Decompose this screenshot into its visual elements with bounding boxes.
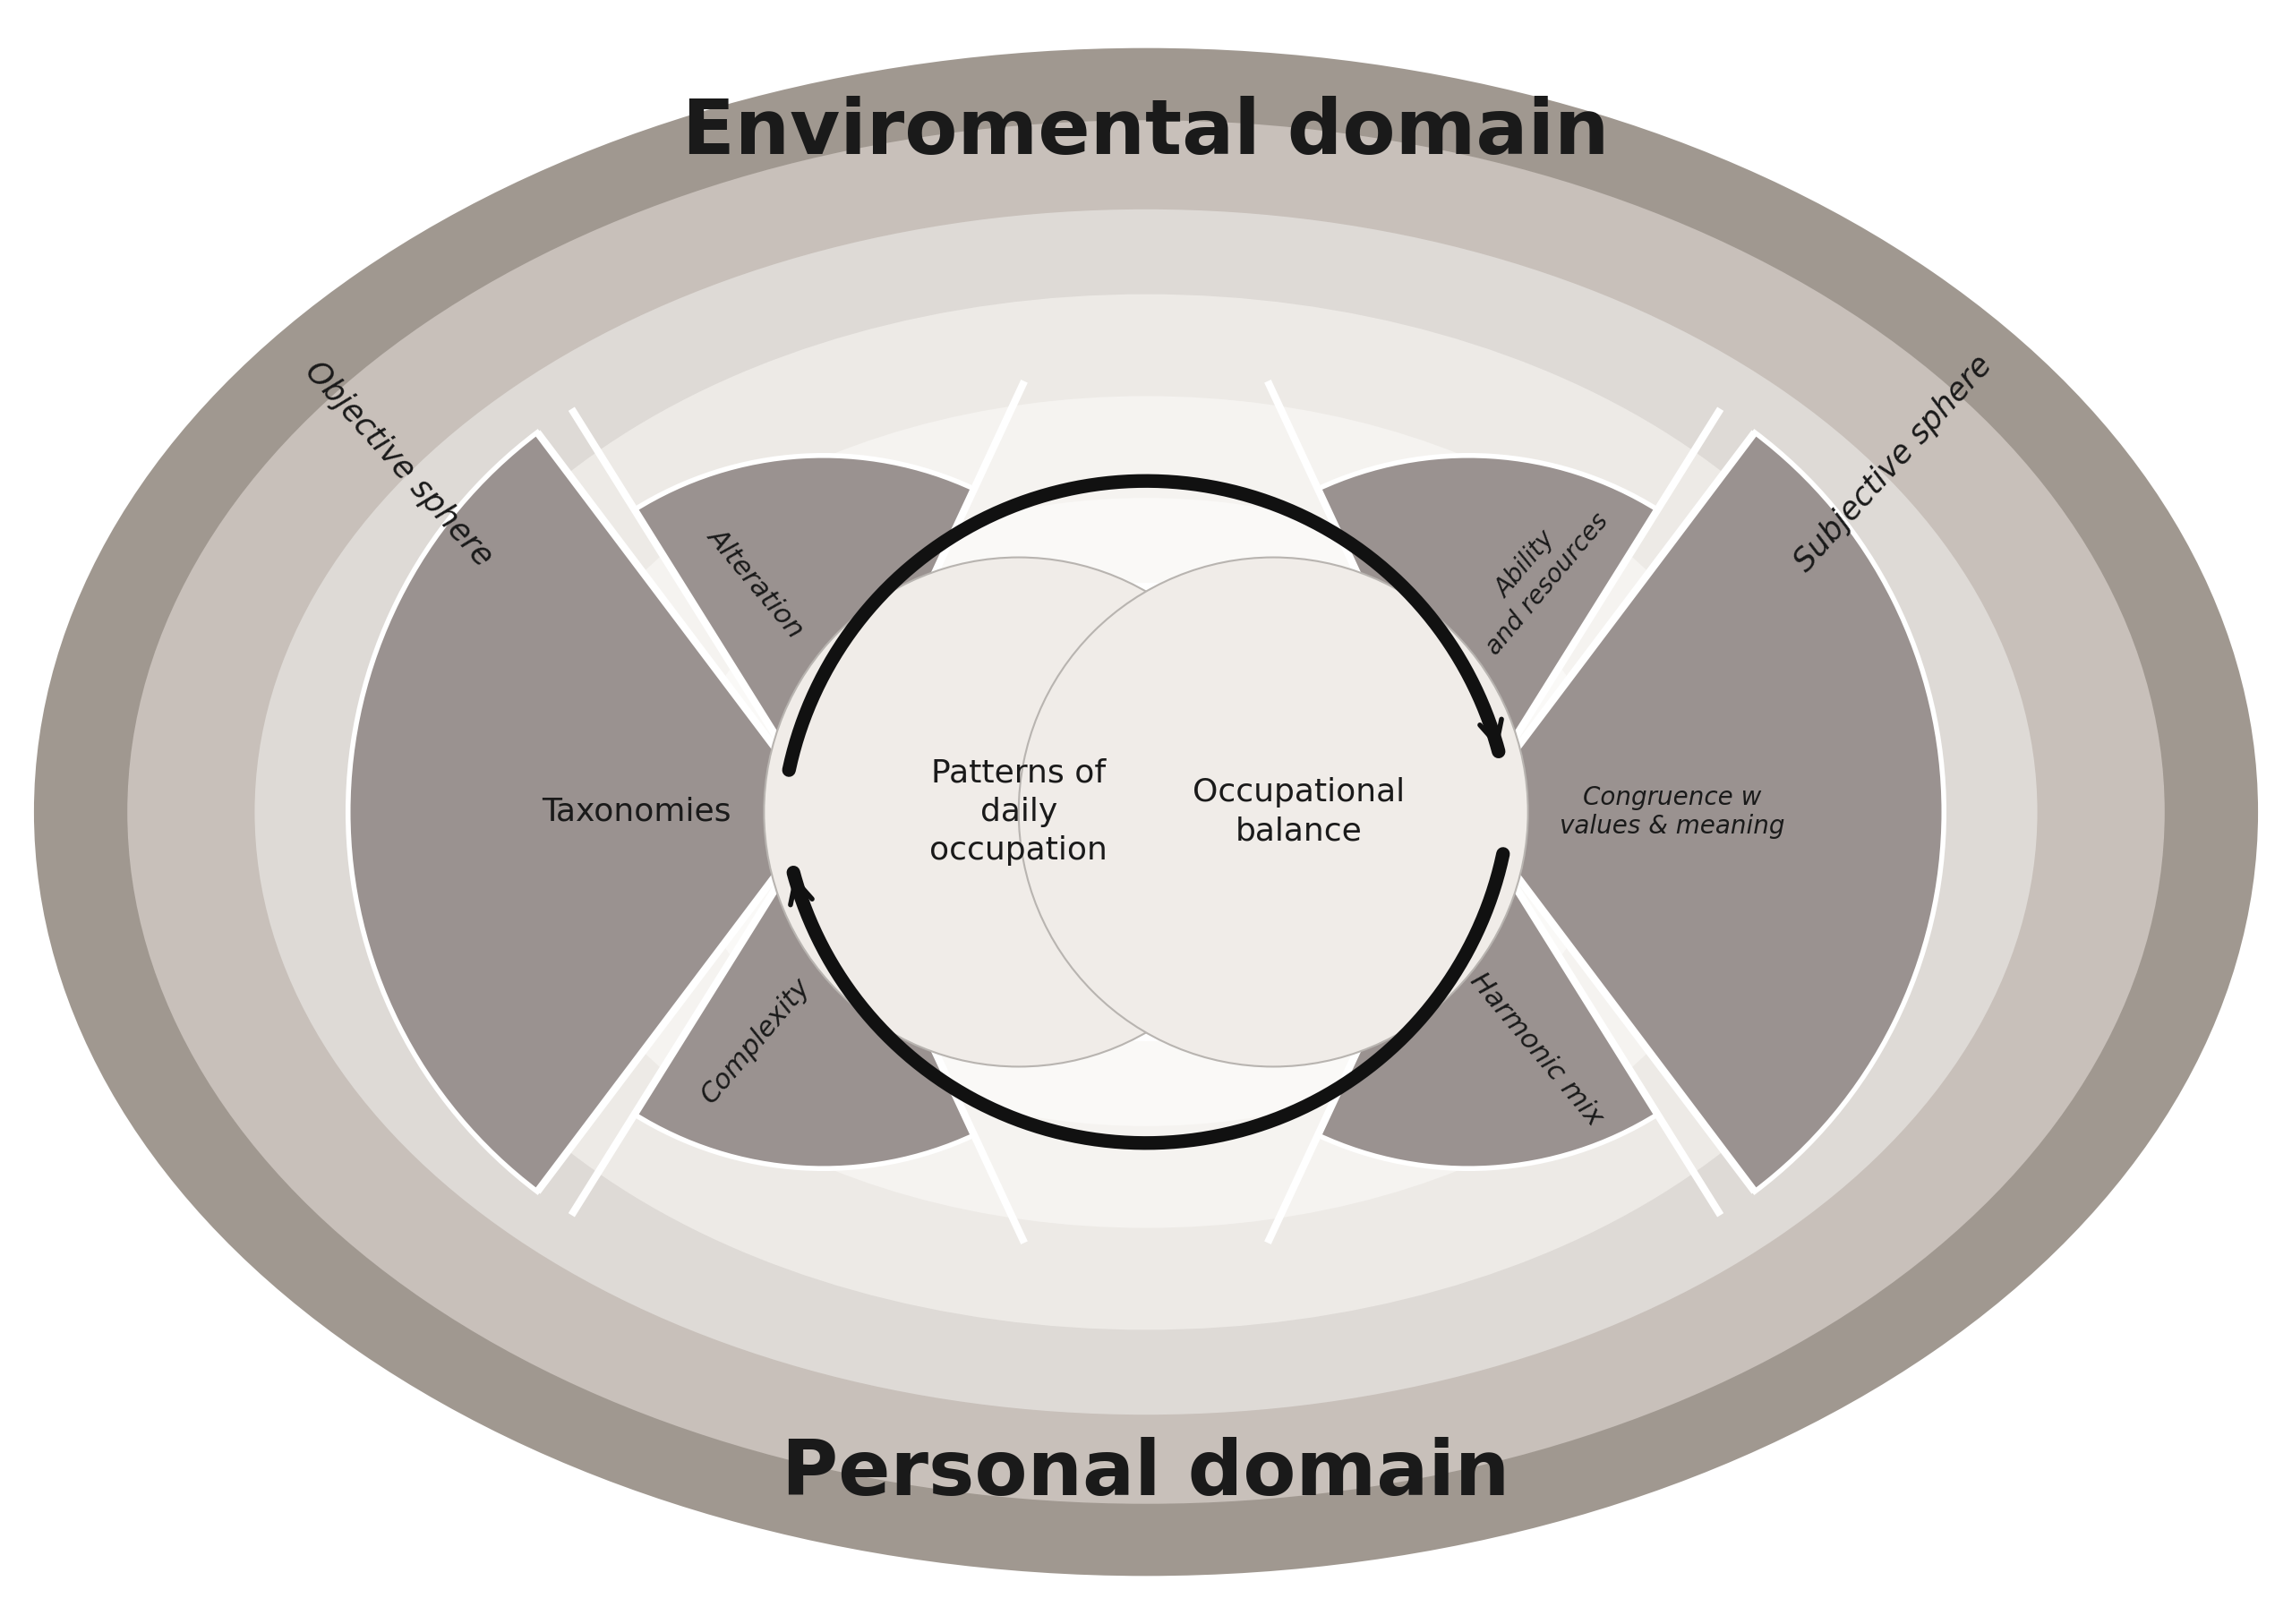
Text: Patterns of
daily
occupation: Patterns of daily occupation [931, 758, 1107, 866]
Text: Congruence w
values & meaning: Congruence w values & meaning [1561, 784, 1785, 840]
Text: Alteration: Alteration [701, 523, 809, 643]
Text: Subjective sphere: Subjective sphere [1788, 351, 1999, 578]
Text: Personal domain: Personal domain [782, 1437, 1510, 1512]
Circle shape [1018, 557, 1529, 1067]
Wedge shape [1318, 455, 1657, 812]
Text: Harmonic mix: Harmonic mix [1465, 968, 1607, 1130]
Wedge shape [1318, 812, 1657, 1169]
Wedge shape [348, 432, 823, 1192]
Ellipse shape [383, 294, 1909, 1330]
Ellipse shape [807, 583, 1485, 1041]
Text: Taxonomies: Taxonomies [541, 797, 731, 827]
Text: Enviromental domain: Enviromental domain [683, 96, 1609, 171]
Text: Ability
and resources: Ability and resources [1460, 489, 1614, 659]
Ellipse shape [529, 396, 1763, 1228]
Ellipse shape [128, 120, 2164, 1504]
Text: Occupational
balance: Occupational balance [1192, 778, 1405, 846]
Ellipse shape [678, 499, 1614, 1125]
Text: Objective sphere: Objective sphere [300, 356, 500, 572]
Ellipse shape [34, 49, 2258, 1575]
Wedge shape [635, 455, 974, 812]
Ellipse shape [254, 209, 2038, 1415]
Text: Complexity: Complexity [697, 974, 816, 1109]
Circle shape [763, 557, 1274, 1067]
Wedge shape [1469, 432, 1944, 1192]
Wedge shape [635, 812, 974, 1169]
